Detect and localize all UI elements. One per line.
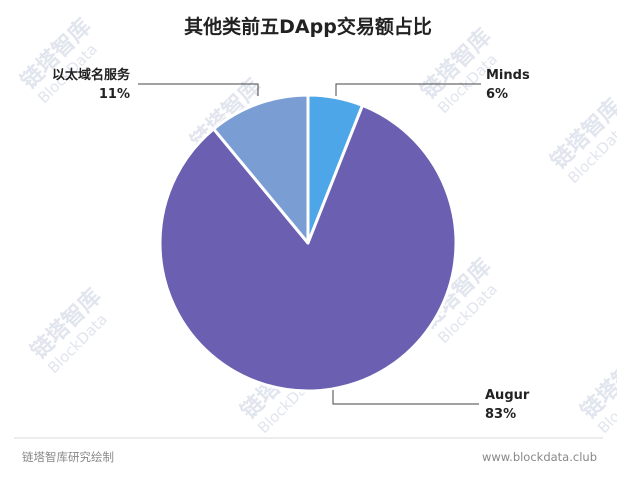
pie-slices [158, 93, 458, 393]
label-augur-pct: 83% [485, 407, 516, 422]
label-minds-name: Minds [486, 68, 530, 83]
pie-slice-1 [158, 103, 458, 393]
label-minds-pct: 6% [486, 87, 508, 102]
chart-title: 其他类前五DApp交易额占比 [184, 15, 432, 38]
leader-line-minds [335, 83, 481, 96]
footer-url: www.blockdata.club [482, 450, 597, 464]
footer-source: 链塔智库研究绘制 [22, 450, 114, 464]
leader-line-ens [138, 83, 259, 96]
label-augur-name: Augur [485, 388, 530, 403]
label-ens-name: 以太域名服务 [52, 67, 131, 83]
leader-line-augur [332, 390, 479, 405]
pie-slice-2 [212, 93, 310, 245]
label-ens-pct: 11% [99, 87, 130, 102]
leader-lines [138, 83, 481, 405]
